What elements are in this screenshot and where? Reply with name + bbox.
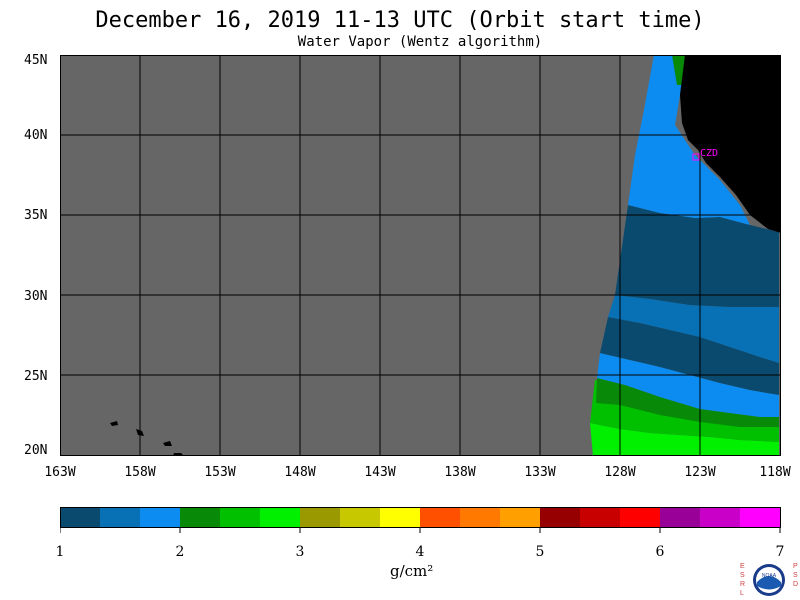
noaa-esrl-logo: E S R L NOAA P S D <box>740 563 798 597</box>
esrl-letter-e: E <box>740 563 745 570</box>
colorbar-swatch <box>700 507 741 527</box>
psd-letter-d: D <box>793 581 798 588</box>
lat-label-20n: 20N <box>24 443 48 458</box>
land-north-america <box>680 55 781 233</box>
lon-label-128w: 128W <box>604 465 636 480</box>
colorbar-swatch <box>260 507 301 527</box>
station-marker <box>692 153 700 161</box>
colorbar-tick-1: 1 <box>55 544 65 560</box>
colorbar-swatch <box>540 507 581 527</box>
lon-label-118w: 118W <box>759 465 791 480</box>
lon-label-158w: 158W <box>124 465 156 480</box>
esrl-letter-l: L <box>740 590 744 597</box>
lon-label-123w: 123W <box>684 465 716 480</box>
colorbar-swatch <box>140 507 181 527</box>
colorbar-swatch <box>180 507 221 527</box>
psd-letter-p: P <box>793 563 798 570</box>
lat-label-45n: 45N <box>24 53 48 68</box>
colorbar-swatch <box>340 507 381 527</box>
lon-label-148w: 148W <box>284 465 316 480</box>
colorbar-swatch <box>100 507 141 527</box>
colorbar-swatch <box>380 507 421 527</box>
chart-title: December 16, 2019 11-13 UTC (Orbit start… <box>95 8 705 33</box>
noaa-bird-icon <box>757 576 781 590</box>
lon-label-133w: 133W <box>524 465 556 480</box>
lon-label-153w: 153W <box>204 465 236 480</box>
psd-letter-s: S <box>793 572 798 579</box>
map-frame <box>60 55 781 456</box>
colorbar-tick-5: 5 <box>535 544 545 560</box>
lon-label-138w: 138W <box>444 465 476 480</box>
lon-label-163w: 163W <box>44 465 76 480</box>
esrl-letter-s: S <box>740 572 745 579</box>
lat-label-40n: 40N <box>24 128 48 143</box>
colorbar-swatch <box>220 507 261 527</box>
colorbar-tick-7: 7 <box>775 544 785 560</box>
colorbar-swatch <box>580 507 621 527</box>
colorbar-tick-2: 2 <box>175 544 185 560</box>
noaa-emblem-text: NOAA <box>762 573 777 579</box>
lon-label-143w: 143W <box>364 465 396 480</box>
chart-subtitle: Water Vapor (Wentz algorithm) <box>297 34 543 50</box>
swath-band-dark-green <box>596 378 779 427</box>
colorbar-swatch <box>420 507 461 527</box>
colorbar-swatch <box>620 507 661 527</box>
colorbar-swatch <box>60 507 101 527</box>
lat-label-30n: 30N <box>24 289 48 304</box>
swath-band-coastal-green <box>672 55 685 85</box>
colorbar <box>60 507 781 533</box>
swath-band-bright-green <box>590 423 779 456</box>
colorbar-tick-4: 4 <box>415 544 425 560</box>
colorbar-swatch <box>500 507 541 527</box>
swath-band-mid-blue <box>608 295 779 363</box>
island-kauai <box>110 421 118 426</box>
island-maui <box>163 441 172 446</box>
swath-band-light-blue <box>628 55 750 225</box>
graticule <box>60 55 781 456</box>
colorbar-swatch <box>660 507 701 527</box>
colorbar-tick-3: 3 <box>295 544 305 560</box>
esrl-letter-r: R <box>740 581 745 588</box>
colorbar-swatch <box>300 507 341 527</box>
colorbar-units: g/cm² <box>390 562 434 580</box>
colorbar-swatch <box>740 507 781 527</box>
lat-label-35n: 35N <box>24 208 48 223</box>
swath-band-blue <box>597 353 779 417</box>
swath-band-navy-north <box>615 205 779 307</box>
colorbar-tick-6: 6 <box>655 544 665 560</box>
lat-label-25n: 25N <box>24 369 48 384</box>
station-label: CZD <box>700 148 718 159</box>
water-vapor-map: CZD <box>60 55 781 456</box>
colorbar-swatch <box>460 507 501 527</box>
